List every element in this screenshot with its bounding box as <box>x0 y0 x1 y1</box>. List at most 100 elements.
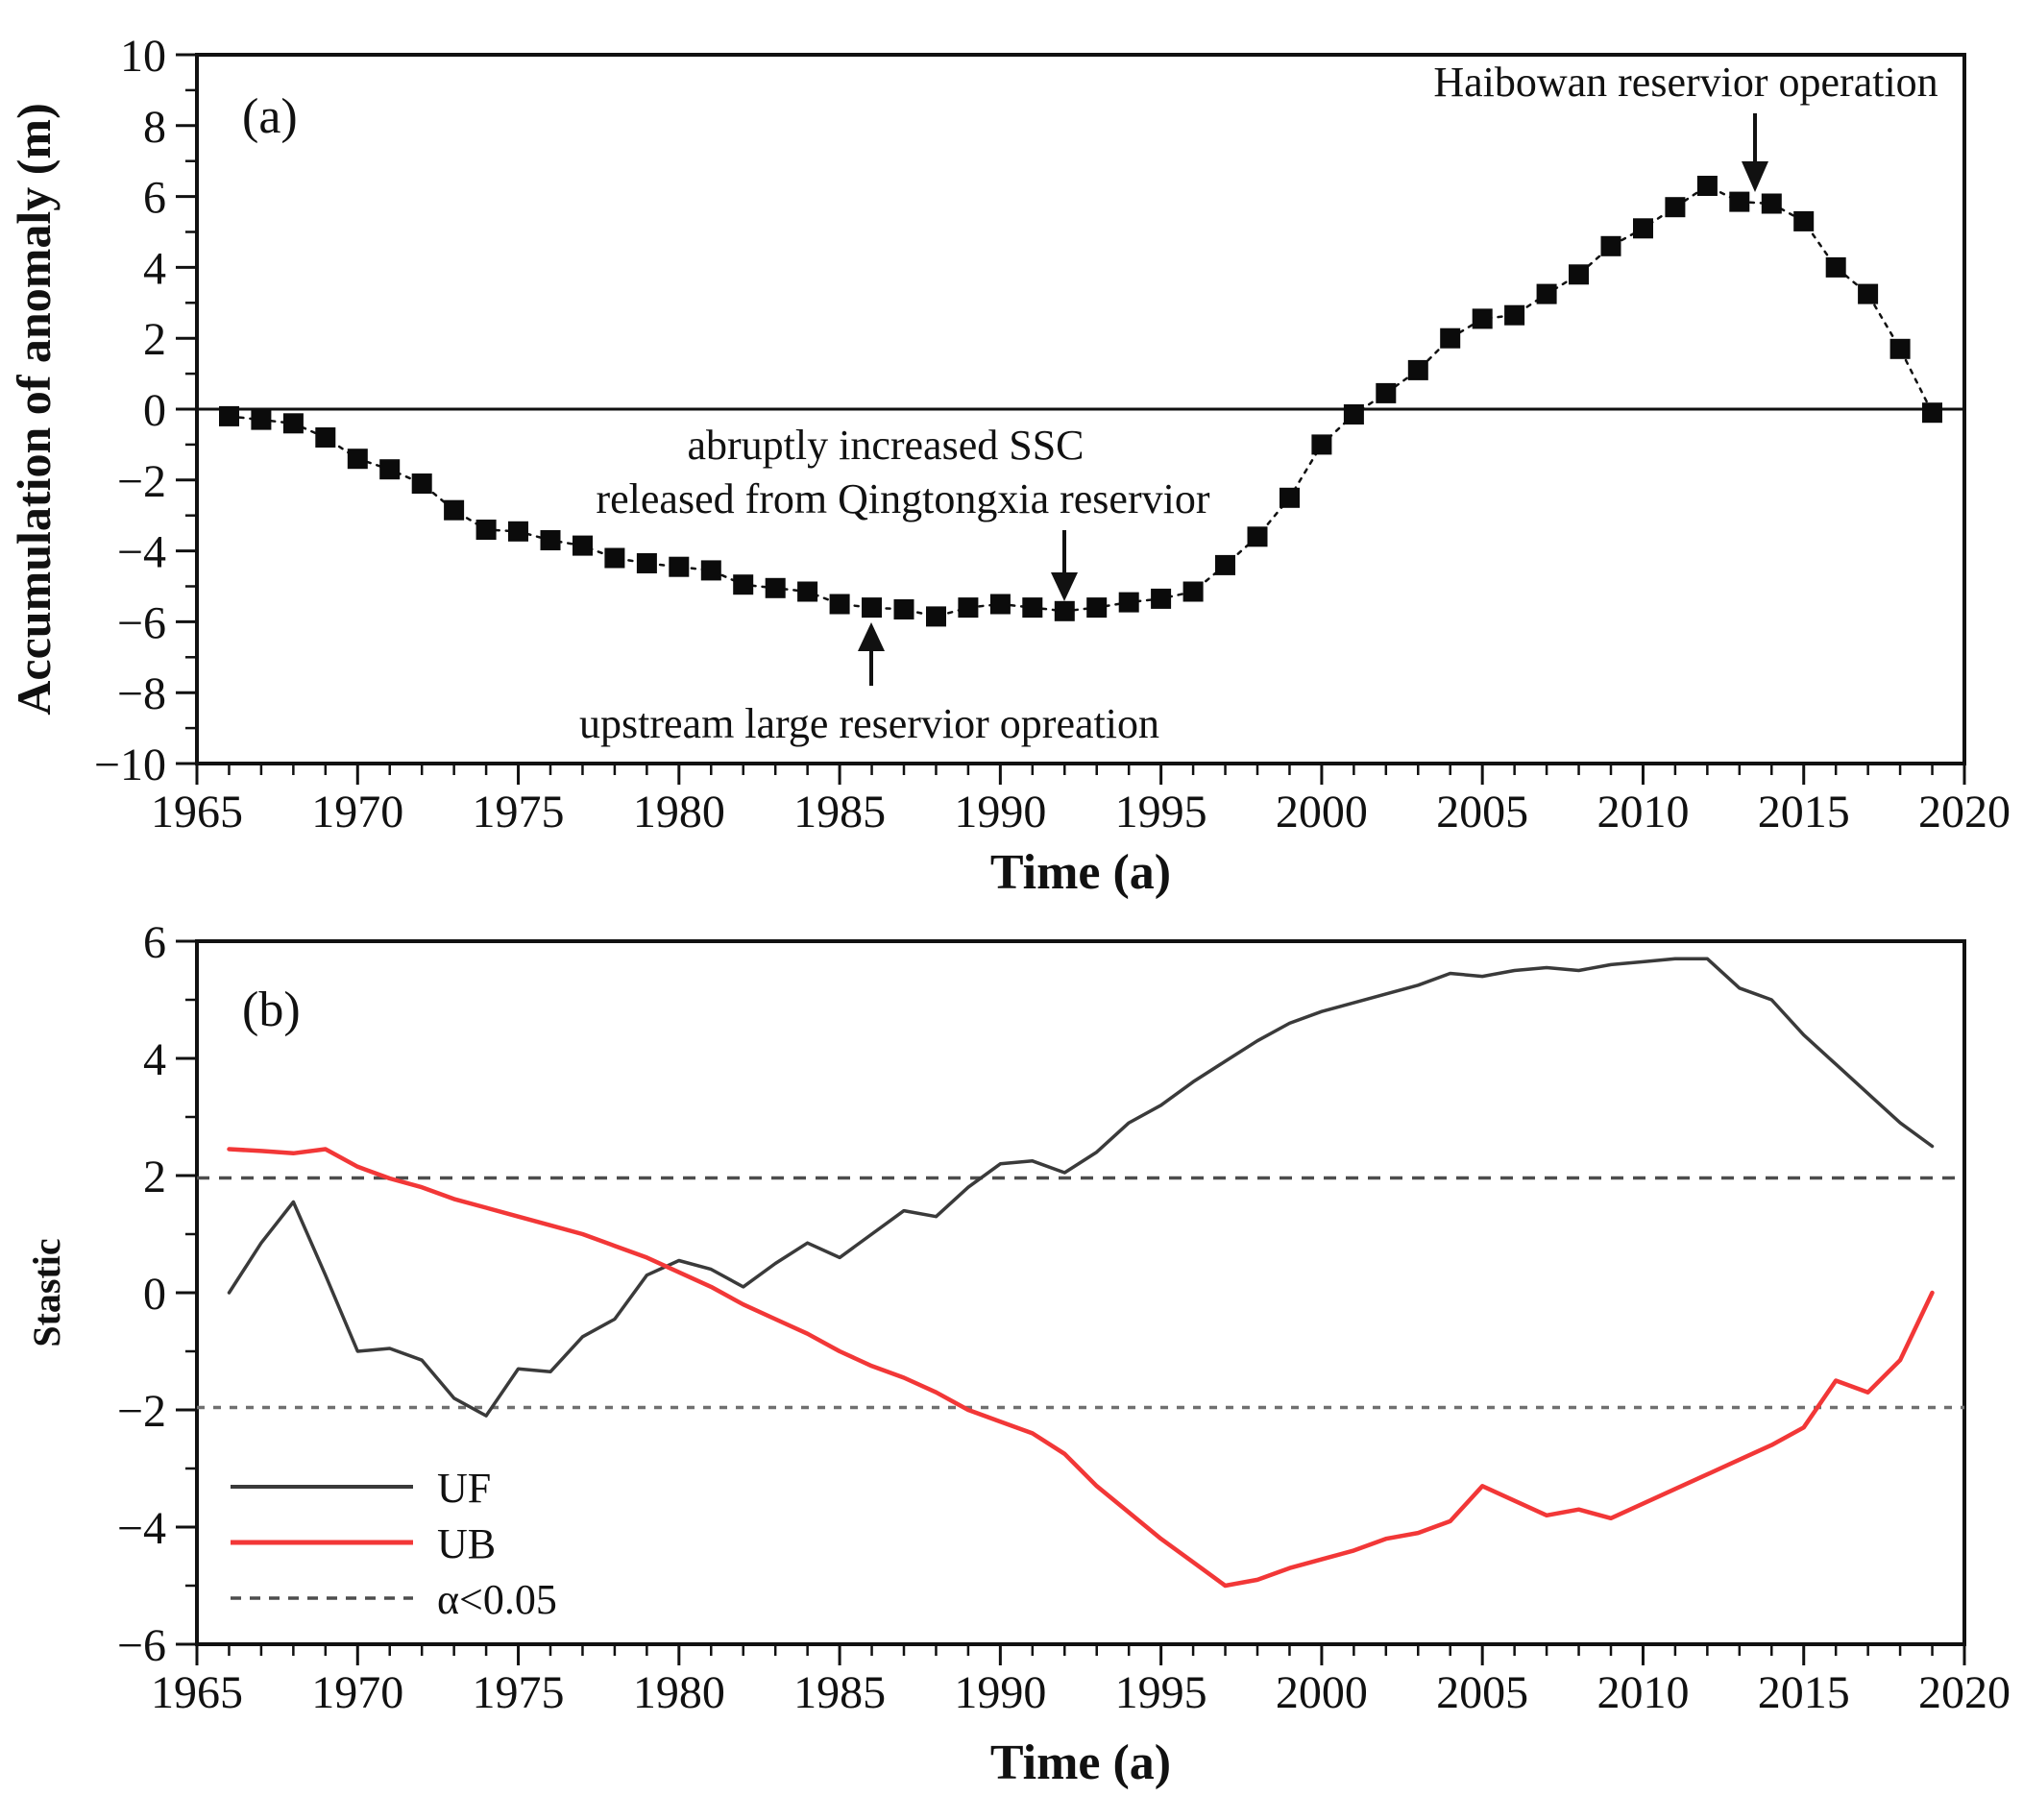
y-tick-label: 0 <box>143 1269 166 1320</box>
x-tick-label: 2000 <box>1276 787 1368 837</box>
data-point-square <box>1151 588 1172 609</box>
x-tick-label: 2020 <box>1918 787 2011 837</box>
panel-a-y-axis-title: Accumulation of anomaly (m) <box>7 103 61 715</box>
panel-b-x-axis-title: Time (a) <box>990 1735 1171 1790</box>
panel-a-x-axis-title: Time (a) <box>990 845 1171 900</box>
data-point-square <box>1633 218 1653 239</box>
data-point-square <box>636 553 657 573</box>
data-point-square <box>1922 402 1942 424</box>
x-tick-label: 2005 <box>1436 787 1528 837</box>
data-point-square <box>1600 235 1621 256</box>
panel-b-letter: (b) <box>242 983 301 1037</box>
x-tick-label: 1990 <box>954 787 1046 837</box>
data-point-square <box>1343 404 1364 425</box>
data-point-square <box>219 405 239 426</box>
x-tick-label: 2020 <box>1918 1667 2011 1718</box>
data-point-square <box>1247 526 1268 547</box>
data-point-square <box>411 473 432 494</box>
y-tick-label: −6 <box>117 1620 166 1671</box>
annotation-qingtongxia-line1: abruptly increased SSC <box>687 422 1084 469</box>
x-tick-label: 1980 <box>633 787 725 837</box>
data-point-square <box>733 574 754 595</box>
x-tick-label: 1985 <box>793 787 886 837</box>
data-point-square <box>315 427 336 448</box>
x-tick-label: 1975 <box>473 787 565 837</box>
data-point-square <box>1793 210 1815 231</box>
data-point-square <box>1729 191 1750 212</box>
y-tick-label: −10 <box>94 740 166 790</box>
arrow-up-1986-head <box>858 622 885 651</box>
x-tick-label: 2000 <box>1276 1667 1368 1718</box>
data-point-square <box>1696 176 1718 196</box>
panel-a-letter: (a) <box>242 89 298 144</box>
panel-a: (a) Accumulation of anomaly (m) Time (a)… <box>7 31 2011 900</box>
panel-a-plot-area: 1965 1970 1975 1980 1985 1990 1995 2000 2005 2010… <box>94 31 2011 837</box>
y-tick-label: −2 <box>117 1386 166 1437</box>
y-tick-label: −4 <box>117 527 166 578</box>
data-point-square <box>475 520 497 540</box>
x-tick-label: 1995 <box>1115 787 1207 837</box>
data-point-square <box>604 547 625 569</box>
x-tick-label: 2010 <box>1596 1667 1689 1718</box>
x-tick-label: 1965 <box>151 1667 243 1718</box>
x-tick-label: 1980 <box>633 1667 725 1718</box>
data-point-square <box>1215 554 1235 575</box>
y-tick-label: 2 <box>143 1152 166 1202</box>
y-tick-label: 6 <box>143 173 166 224</box>
x-tick-label: 1970 <box>311 1667 403 1718</box>
data-point-square <box>989 594 1011 615</box>
x-tick-label: 1985 <box>793 1667 886 1718</box>
data-point-square <box>251 409 272 430</box>
series-line-accumulation-of-anomaly <box>228 184 1934 619</box>
annotation-haibowan: Haibowan reservior operation <box>1433 59 1938 192</box>
annotation-upstream: upstream large reservior opreation <box>579 622 1159 747</box>
data-point-square <box>282 413 304 434</box>
data-point-square <box>926 606 946 627</box>
y-tick-label: 4 <box>143 1034 166 1085</box>
data-point-square <box>1407 359 1428 380</box>
data-point-square <box>1536 283 1557 304</box>
data-point-square <box>1889 338 1911 359</box>
x-tick-label: 2010 <box>1596 787 1689 837</box>
data-point-square <box>347 449 368 470</box>
annotation-qingtongxia-line2: released from Qingtongxia reservior <box>597 475 1210 522</box>
data-point-square <box>1440 328 1461 349</box>
legend-ub-label: UB <box>437 1520 496 1567</box>
data-point-square <box>1665 197 1686 218</box>
x-tick-label: 1990 <box>954 1667 1046 1718</box>
legend-alpha-label: α<0.05 <box>437 1576 557 1623</box>
y-tick-label: −8 <box>117 668 166 719</box>
y-tick-label: −4 <box>117 1503 166 1554</box>
data-point-square <box>1182 581 1204 602</box>
data-point-square <box>1376 382 1397 403</box>
arrow-down-1992-head <box>1051 572 1078 601</box>
x-tick-label: 2005 <box>1436 1667 1528 1718</box>
y-tick-label: 6 <box>143 917 166 968</box>
y-tick-label: 8 <box>143 102 166 153</box>
data-point-square <box>893 599 914 619</box>
data-point-square <box>1858 283 1879 304</box>
annotation-haibowan-text: Haibowan reservior operation <box>1433 59 1938 106</box>
panel-b-y-axis-title: Stastic <box>25 1238 68 1347</box>
y-tick-label: 4 <box>143 243 166 294</box>
y-tick-label: −6 <box>117 597 166 648</box>
data-point-square <box>1472 308 1493 329</box>
data-point-square <box>379 459 401 480</box>
data-point-square <box>1761 193 1782 214</box>
data-point-square <box>1569 264 1589 285</box>
data-point-square <box>765 577 786 598</box>
y-tick-label: 10 <box>120 31 166 82</box>
legend-uf-label: UF <box>437 1465 491 1512</box>
data-point-square <box>1022 597 1043 619</box>
y-tick-label: 2 <box>143 314 166 365</box>
data-point-square <box>862 597 882 619</box>
data-point-square <box>797 581 818 602</box>
arrow-down-haibowan-head <box>1742 161 1768 192</box>
annotation-qingtongxia: abruptly increased SSC released from Qin… <box>597 422 1210 601</box>
data-point-square <box>1504 304 1525 326</box>
x-tick-label: 1995 <box>1115 1667 1207 1718</box>
data-point-square <box>1086 597 1108 619</box>
data-point-square <box>1118 592 1139 613</box>
data-point-square <box>508 521 528 542</box>
